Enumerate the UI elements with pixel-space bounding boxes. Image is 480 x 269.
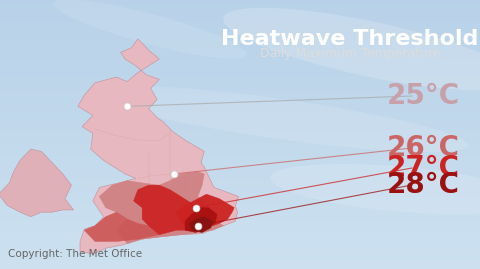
Bar: [0, 166, 480, 170]
Bar: [0, 229, 480, 233]
Text: Daily Maximum Temperature: Daily Maximum Temperature: [260, 48, 440, 61]
Bar: [0, 9, 480, 13]
Bar: [0, 188, 480, 193]
Polygon shape: [133, 185, 213, 235]
Bar: [0, 99, 480, 103]
Bar: [0, 108, 480, 112]
Bar: [0, 175, 480, 179]
Bar: [0, 211, 480, 215]
Bar: [0, 45, 480, 49]
Bar: [0, 179, 480, 184]
Text: 26°C: 26°C: [387, 134, 460, 162]
Bar: [0, 94, 480, 99]
Polygon shape: [185, 208, 217, 232]
Bar: [0, 184, 480, 188]
Bar: [0, 63, 480, 67]
Bar: [0, 148, 480, 153]
Bar: [0, 103, 480, 108]
Bar: [0, 161, 480, 166]
Bar: [0, 85, 480, 90]
Bar: [0, 18, 480, 22]
Bar: [0, 197, 480, 202]
Ellipse shape: [270, 164, 480, 214]
Bar: [0, 36, 480, 40]
Bar: [0, 143, 480, 148]
Bar: [0, 58, 480, 63]
Bar: [0, 126, 480, 130]
Text: 28°C: 28°C: [387, 171, 460, 199]
Bar: [0, 27, 480, 31]
Bar: [0, 193, 480, 197]
Text: Copyright: The Met Office: Copyright: The Met Office: [8, 249, 142, 259]
Bar: [0, 40, 480, 45]
Bar: [0, 22, 480, 27]
Bar: [0, 264, 480, 269]
Text: Heatwave Threshold: Heatwave Threshold: [221, 29, 479, 49]
Bar: [0, 5, 480, 9]
Bar: [0, 238, 480, 242]
Bar: [0, 139, 480, 143]
Polygon shape: [99, 172, 224, 244]
Polygon shape: [78, 39, 239, 254]
Bar: [0, 130, 480, 134]
Ellipse shape: [92, 86, 468, 152]
Bar: [0, 0, 480, 5]
Bar: [0, 31, 480, 36]
Bar: [0, 76, 480, 81]
Bar: [0, 251, 480, 256]
Text: 27°C: 27°C: [387, 154, 460, 182]
Bar: [0, 54, 480, 58]
Bar: [0, 67, 480, 72]
Bar: [0, 90, 480, 94]
Bar: [0, 256, 480, 260]
Bar: [0, 260, 480, 264]
Bar: [0, 202, 480, 206]
Polygon shape: [189, 217, 213, 232]
Polygon shape: [177, 194, 234, 230]
Bar: [0, 72, 480, 76]
Ellipse shape: [53, 0, 247, 59]
Bar: [0, 157, 480, 161]
Bar: [0, 206, 480, 211]
Bar: [0, 224, 480, 229]
Polygon shape: [84, 212, 159, 242]
Bar: [0, 247, 480, 251]
Ellipse shape: [223, 8, 480, 90]
Text: 25°C: 25°C: [387, 82, 460, 110]
Bar: [0, 13, 480, 18]
Bar: [0, 49, 480, 54]
Bar: [0, 153, 480, 157]
Bar: [0, 121, 480, 126]
Bar: [0, 215, 480, 220]
Bar: [0, 116, 480, 121]
Bar: [0, 242, 480, 247]
Bar: [0, 233, 480, 238]
Bar: [0, 220, 480, 224]
Bar: [0, 134, 480, 139]
Polygon shape: [0, 149, 73, 217]
Bar: [0, 170, 480, 175]
Bar: [0, 112, 480, 116]
Bar: [0, 81, 480, 85]
